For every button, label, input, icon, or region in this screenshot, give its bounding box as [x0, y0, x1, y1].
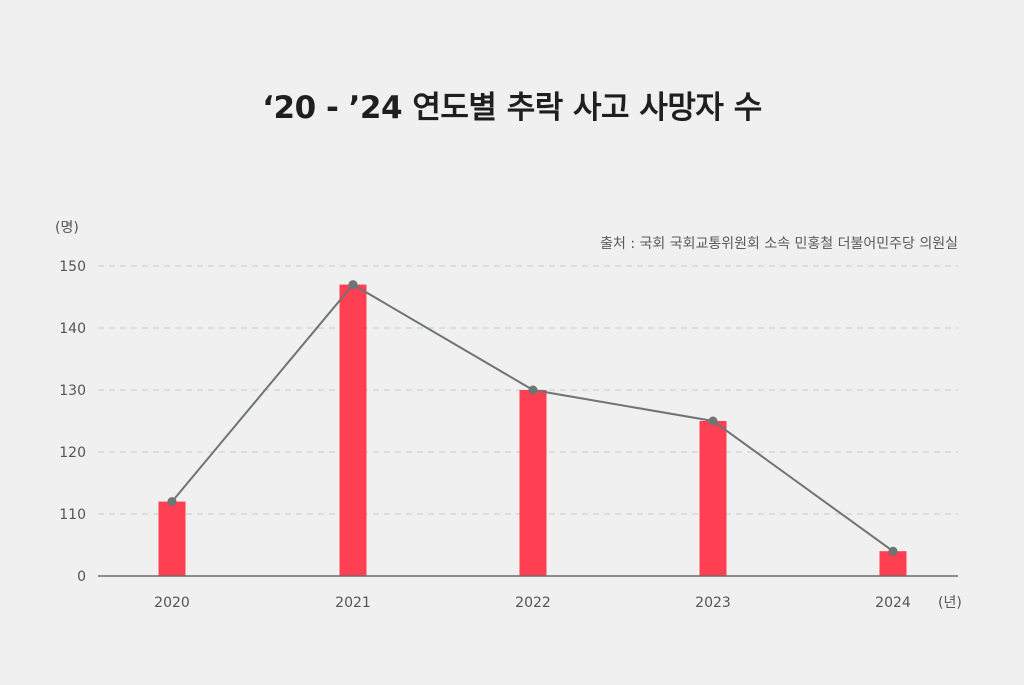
y-tick-label: 130: [59, 383, 86, 399]
y-tick-label: 140: [59, 321, 86, 337]
y-tick-label: 120: [59, 445, 86, 461]
x-tick-label: 2023: [695, 595, 731, 611]
bar: [519, 390, 547, 576]
data-point: [348, 280, 358, 290]
data-point: [167, 497, 177, 507]
x-tick-label: 2020: [154, 595, 190, 611]
data-point: [708, 416, 718, 426]
x-axis-unit: (년): [938, 595, 962, 611]
x-tick-label: 2022: [515, 595, 551, 611]
y-tick-label: 150: [59, 259, 86, 275]
data-point: [528, 385, 538, 395]
x-tick-label: 2024: [875, 595, 911, 611]
bar: [699, 421, 727, 576]
y-tick-label: 110: [59, 507, 86, 523]
bar: [339, 284, 367, 576]
x-tick-label: 2021: [335, 595, 371, 611]
chart-title: ‘20 - ’24 연도별 추락 사고 사망자 수: [262, 90, 762, 126]
bar: [158, 501, 186, 576]
data-point: [888, 546, 898, 556]
y-tick-label: 0: [77, 569, 86, 585]
y-axis-unit: (명): [55, 220, 79, 236]
source-note: 출처 : 국회 국회교통위원회 소속 민홍철 더불어민주당 의원실: [600, 236, 958, 252]
